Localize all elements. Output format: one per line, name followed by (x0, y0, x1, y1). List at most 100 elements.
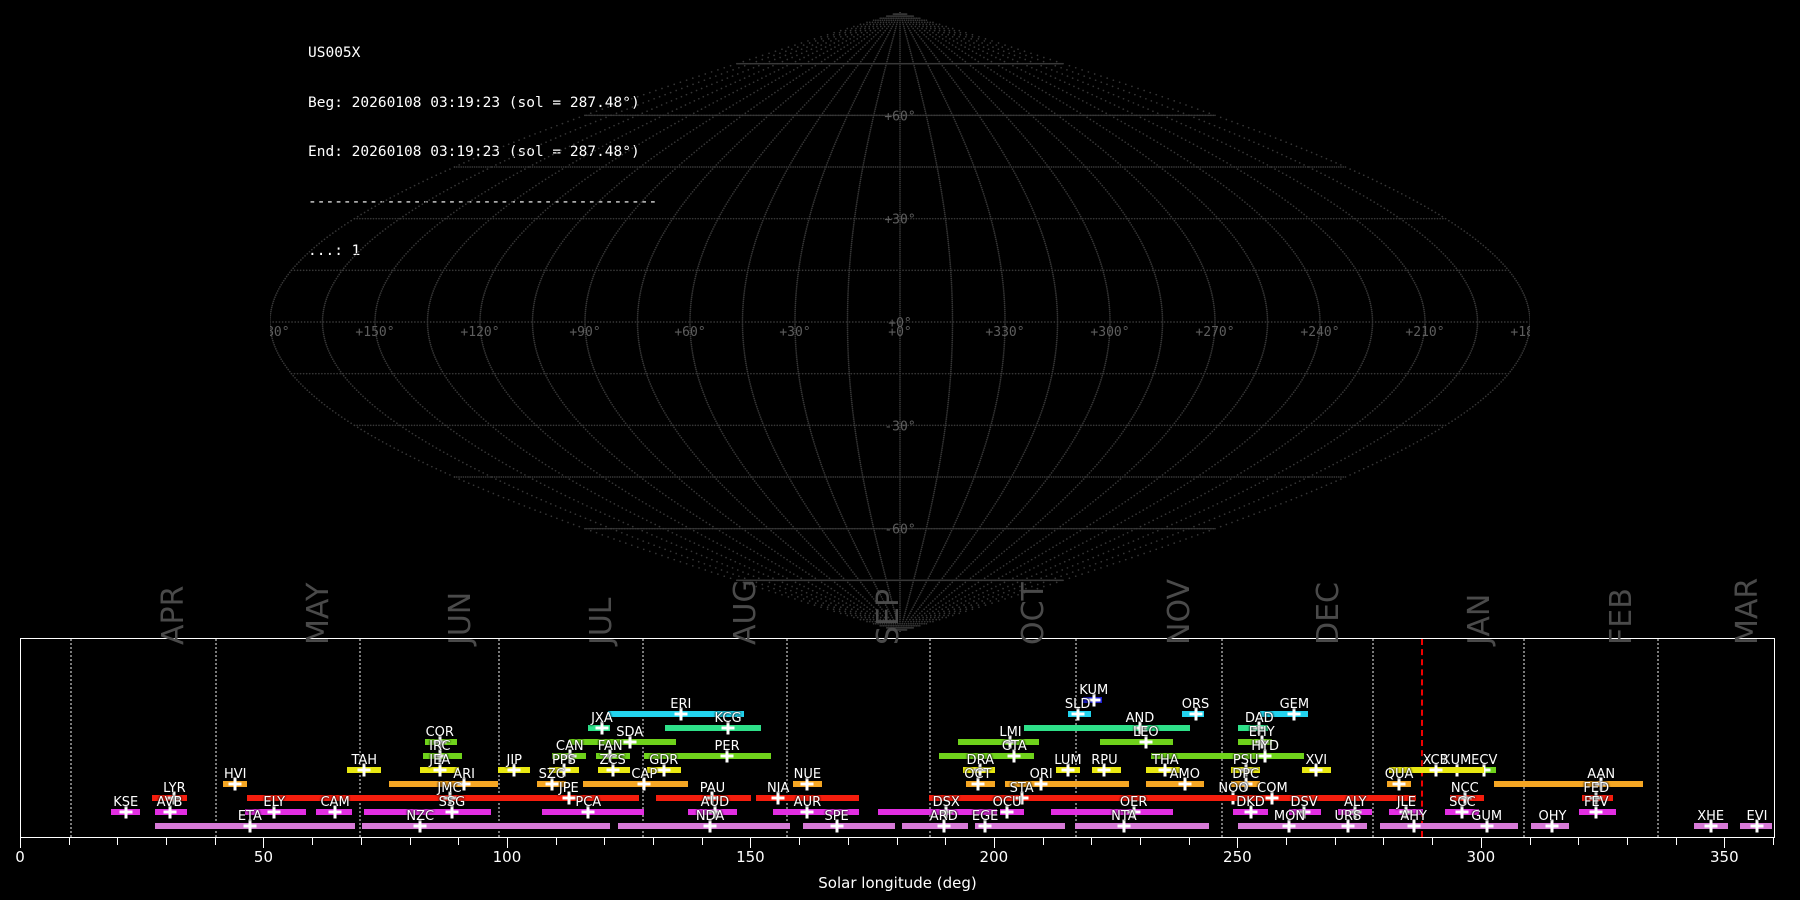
month-separator (69, 639, 72, 837)
shower-peak-marker-jea (433, 763, 447, 777)
shower-bar-cap[interactable] (583, 781, 689, 787)
shower-bar-cta[interactable] (938, 753, 1034, 759)
shower-bar-nia[interactable] (756, 795, 859, 801)
shower-peak-marker-hyd (1258, 749, 1272, 763)
xaxis-minor-tick (458, 838, 460, 845)
xaxis-minor-tick (1578, 838, 1580, 845)
shower-peak-marker-aly (1348, 805, 1362, 819)
month-label-jun: JUN (442, 591, 478, 645)
xaxis-minor-tick (1188, 838, 1190, 845)
month-label-mar: MAR (1729, 577, 1765, 645)
shower-peak-marker-jmc (443, 791, 456, 805)
shower-bar-sda[interactable] (568, 739, 676, 745)
month-separator (214, 639, 217, 837)
shower-bar-pau[interactable] (656, 795, 752, 801)
shower-label-cam: CAM (320, 795, 350, 810)
xaxis-minor-tick (1383, 838, 1385, 845)
xaxis-minor-tick (68, 838, 70, 845)
shower-label-dkd: DKD (1236, 795, 1265, 810)
shower-peak-marker-ahy (1407, 819, 1421, 833)
shower-peak-marker-rpu (1097, 763, 1111, 777)
shower-bar-per[interactable] (644, 753, 771, 759)
skymap-lon-label: +300° (1090, 325, 1129, 340)
shower-label-and: AND (1125, 711, 1155, 726)
shower-peak-marker-ege (978, 819, 992, 833)
shower-peak-marker-irc (433, 749, 447, 763)
shower-peak-marker-ncc (1458, 791, 1472, 805)
shower-bar-oer[interactable] (1050, 809, 1173, 815)
shower-bar-hyd[interactable] (1150, 753, 1305, 759)
shower-label-gdr: GDR (649, 753, 679, 768)
shower-bar-ssg[interactable] (364, 809, 491, 815)
skymap-lon-label: +90° (569, 325, 600, 340)
shower-peak-marker-gem (1287, 707, 1301, 721)
shower-bar-dsx[interactable] (878, 809, 998, 815)
shower-bar-ege[interactable] (975, 823, 1066, 829)
shower-label-aud: AUD (700, 795, 730, 810)
shower-bar-ard[interactable] (902, 823, 969, 829)
shower-peak-marker-oer (1127, 805, 1141, 819)
skymap-lon-label: +270° (1195, 325, 1234, 340)
shower-bar-kcg[interactable] (665, 725, 762, 731)
xaxis-minor-tick (1432, 838, 1434, 845)
shower-bar-nta[interactable] (1075, 823, 1210, 829)
xaxis-tick-label: 350 (1709, 848, 1739, 866)
shower-label-lum: LUM (1054, 753, 1082, 768)
shower-label-ohy: OHY (1538, 809, 1567, 824)
month-separator (1657, 639, 1660, 837)
shower-bar-gem[interactable] (1260, 711, 1308, 717)
shower-label-leo: LEO (1132, 725, 1159, 740)
shower-label-aly: ALY (1344, 795, 1367, 810)
shower-peak-marker-ocu (1000, 805, 1014, 819)
shower-label-ocu: OCU (992, 795, 1022, 810)
shower-peak-marker-kse (119, 805, 133, 819)
shower-peak-marker-szc (545, 777, 559, 791)
skymap-lon-label: +210° (1405, 325, 1444, 340)
shower-label-noo: NOO (1218, 781, 1249, 796)
shower-peak-marker-xcb (1429, 763, 1443, 777)
shower-label-psu: PSU (1232, 753, 1259, 768)
xaxis-tick-label: 50 (253, 848, 274, 866)
shower-bar-jmc[interactable] (247, 795, 591, 801)
shower-label-ahy: AHY (1400, 809, 1427, 824)
shower-bar-lmi[interactable] (958, 739, 1039, 745)
shower-peak-marker-aur (800, 805, 814, 819)
shower-bar-ari[interactable] (388, 781, 499, 787)
skymap-lat-label: +30° (884, 213, 915, 228)
shower-peak-marker-kcg (721, 721, 735, 735)
skymap-lon-label: +180° (1510, 325, 1530, 340)
solar-longitude-axis: Solar longitude (deg) 0 50 100 150 200 250 300… (15, 838, 1775, 900)
shower-peak-marker-ors (1189, 707, 1202, 721)
shower-bar-aur[interactable] (773, 809, 859, 815)
shower-label-qua: QUA (1384, 767, 1414, 782)
xaxis-major-tick (20, 838, 21, 848)
shower-bar-spe[interactable] (802, 823, 896, 829)
shower-label-dad: DAD (1244, 711, 1274, 726)
shower-peak-marker-leo (1139, 735, 1153, 749)
shower-bar-com[interactable] (1218, 795, 1417, 801)
shower-label-hvi: HVI (223, 767, 247, 782)
shower-bar-aan[interactable] (1494, 781, 1643, 787)
shower-bar-nzc[interactable] (361, 823, 611, 829)
shower-bar-leo[interactable] (1099, 739, 1173, 745)
shower-label-avb: AVB (156, 795, 183, 810)
shower-peak-marker-spe (830, 819, 844, 833)
shower-bar-ahy[interactable] (1379, 823, 1463, 829)
xaxis-tick-label: 200 (979, 848, 1009, 866)
month-separator (785, 639, 788, 837)
shower-label-ely: ELY (263, 795, 286, 810)
month-label-feb: FEB (1604, 588, 1640, 645)
shower-bar-sta[interactable] (929, 795, 1161, 801)
shower-bar-amo[interactable] (1145, 781, 1205, 787)
xaxis-minor-tick (166, 838, 168, 845)
shower-peak-marker-ely (267, 805, 281, 819)
shower-label-aan: AAN (1587, 767, 1616, 782)
shower-bar-and[interactable] (1024, 725, 1190, 731)
shower-label-xhe: XHE (1697, 809, 1725, 824)
skymap-lat-label: +60° (884, 109, 915, 124)
header-beg: Beg: 20260108 03:19:23 (sol = 287.48°) (308, 94, 640, 111)
shower-bar-jpe[interactable] (544, 795, 640, 801)
shower-label-sda: SDA (616, 725, 644, 740)
shower-bar-ori[interactable] (1004, 781, 1129, 787)
shower-label-dsx: DSX (932, 795, 960, 810)
